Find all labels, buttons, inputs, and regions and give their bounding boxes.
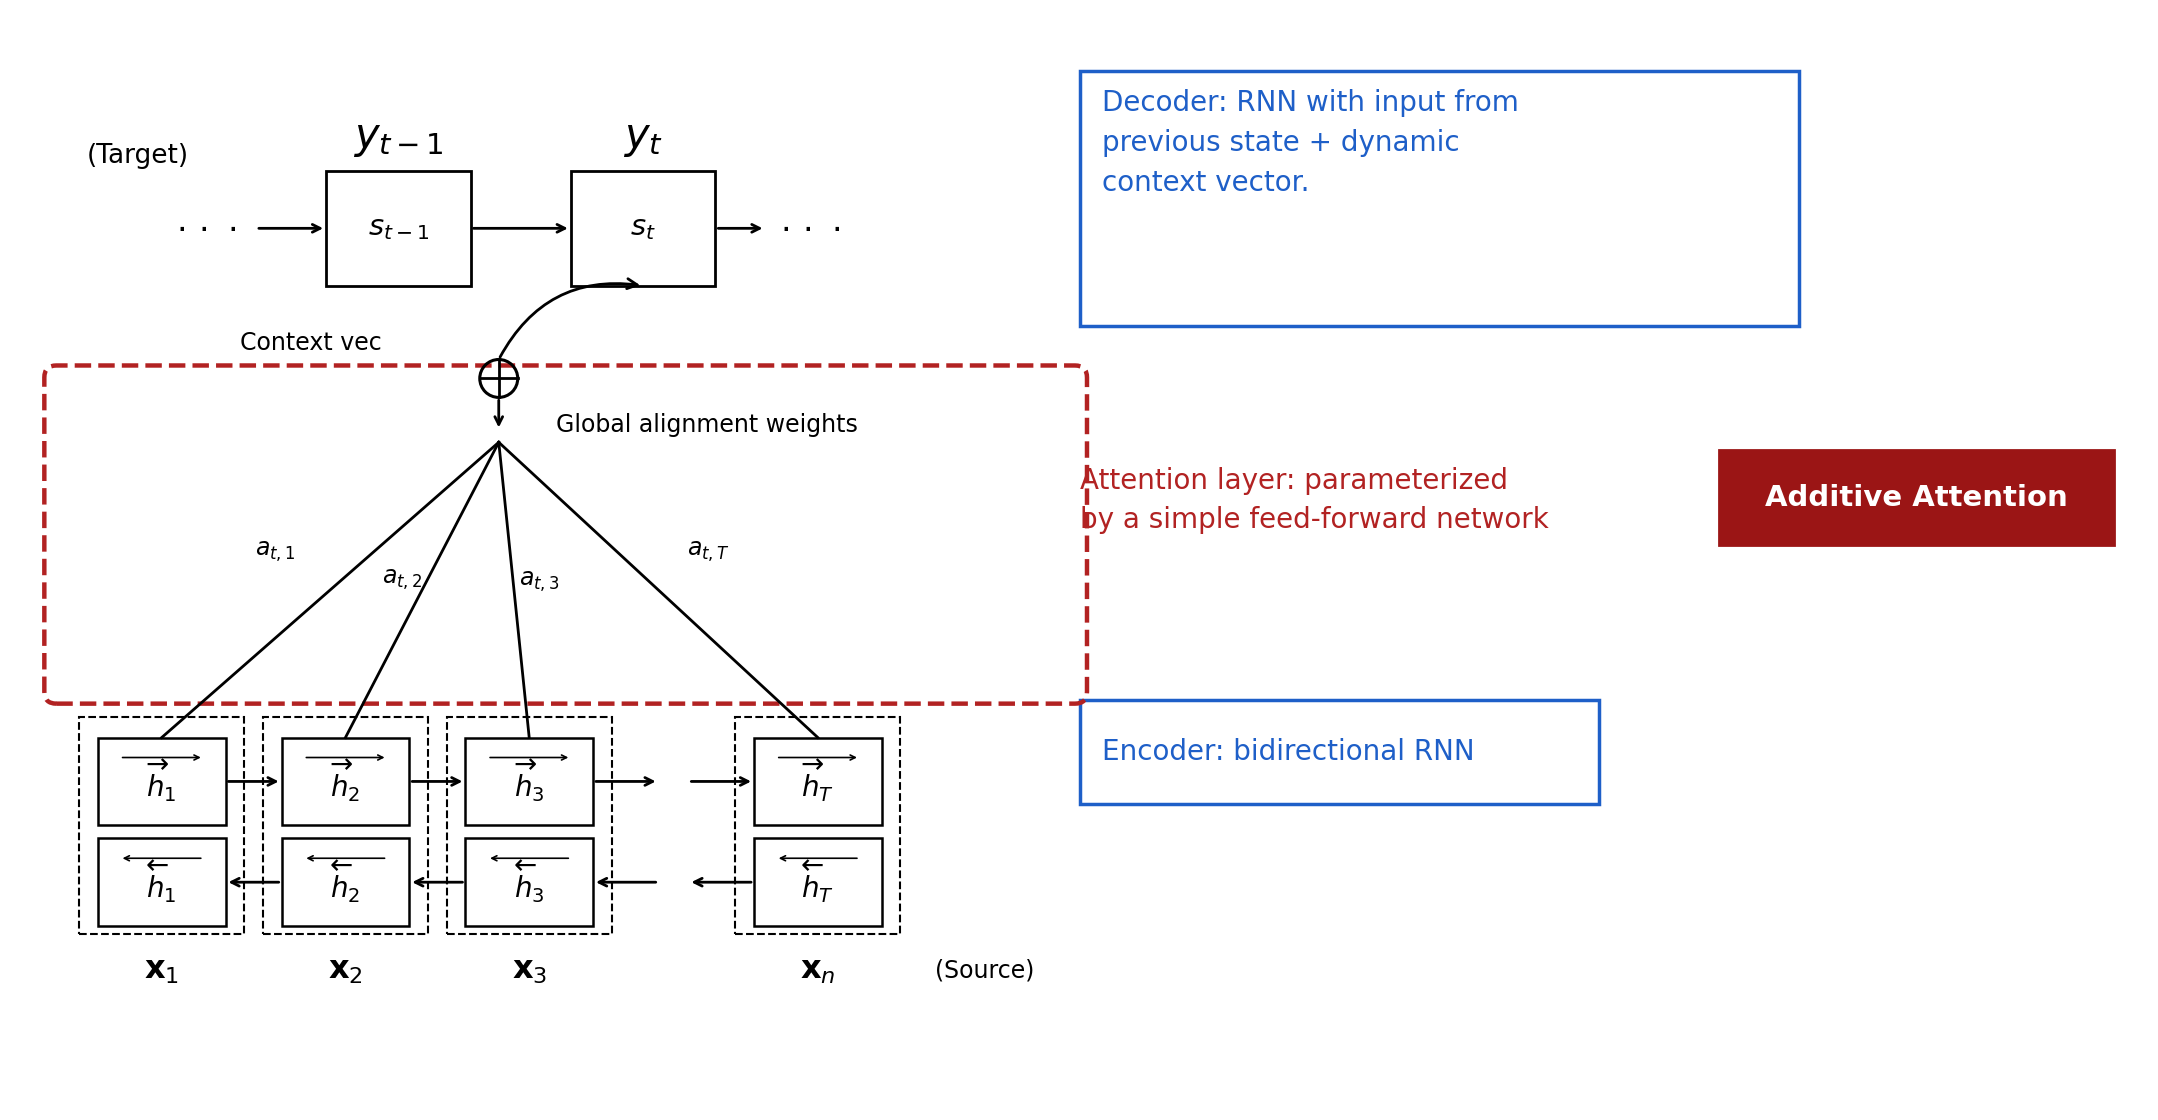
Text: $\mathbf{x}_n$: $\mathbf{x}_n$ (801, 955, 835, 987)
FancyBboxPatch shape (1079, 700, 1599, 804)
Text: $\mathbf{x}_3$: $\mathbf{x}_3$ (511, 955, 546, 987)
Text: Additive Attention: Additive Attention (1765, 484, 2067, 512)
FancyBboxPatch shape (570, 171, 716, 286)
FancyBboxPatch shape (753, 838, 883, 926)
FancyBboxPatch shape (1720, 450, 2113, 545)
Text: $\mathbf{x}_1$: $\mathbf{x}_1$ (145, 955, 179, 987)
Text: $\overleftarrow{h}_3$: $\overleftarrow{h}_3$ (514, 859, 544, 905)
Text: $s_t$: $s_t$ (630, 214, 656, 242)
FancyBboxPatch shape (466, 738, 593, 825)
Text: $a_{t,T}$: $a_{t,T}$ (686, 540, 729, 564)
Text: $y_t$: $y_t$ (624, 116, 663, 159)
Text: (Target): (Target) (86, 143, 188, 169)
FancyBboxPatch shape (97, 838, 227, 926)
Text: $\overleftarrow{h}_2$: $\overleftarrow{h}_2$ (330, 859, 360, 905)
FancyBboxPatch shape (326, 171, 470, 286)
Text: $a_{t,2}$: $a_{t,2}$ (382, 568, 423, 592)
FancyBboxPatch shape (281, 738, 410, 825)
FancyBboxPatch shape (466, 838, 593, 926)
Text: $\cdot\,\cdot\,\cdot$: $\cdot\,\cdot\,\cdot$ (175, 212, 237, 245)
Text: $\mathbf{x}_2$: $\mathbf{x}_2$ (328, 955, 363, 987)
Text: $\cdot\,\cdot\,\cdot$: $\cdot\,\cdot\,\cdot$ (779, 212, 842, 245)
FancyBboxPatch shape (97, 738, 227, 825)
FancyBboxPatch shape (753, 738, 883, 825)
Text: $\overleftarrow{h}_T$: $\overleftarrow{h}_T$ (801, 859, 835, 905)
Text: $\overrightarrow{h}_1$: $\overrightarrow{h}_1$ (147, 758, 177, 804)
FancyArrowPatch shape (501, 279, 637, 357)
Text: Context vec: Context vec (240, 330, 382, 355)
Text: (Source): (Source) (934, 959, 1034, 983)
Text: $a_{t,3}$: $a_{t,3}$ (518, 570, 559, 594)
Text: $s_{t-1}$: $s_{t-1}$ (367, 214, 429, 242)
Text: Global alignment weights: Global alignment weights (555, 413, 857, 437)
Text: $\overrightarrow{h}_3$: $\overrightarrow{h}_3$ (514, 758, 544, 804)
Text: $\overrightarrow{h}_2$: $\overrightarrow{h}_2$ (330, 758, 360, 804)
FancyBboxPatch shape (281, 838, 410, 926)
Text: $\overrightarrow{h}_T$: $\overrightarrow{h}_T$ (801, 758, 835, 804)
Text: $y_{t-1}$: $y_{t-1}$ (354, 116, 445, 159)
Text: Attention layer: parameterized
by a simple feed-forward network: Attention layer: parameterized by a simp… (1079, 467, 1549, 533)
Text: Encoder: bidirectional RNN: Encoder: bidirectional RNN (1103, 738, 1474, 766)
Text: Decoder: RNN with input from
previous state + dynamic
context vector.: Decoder: RNN with input from previous st… (1103, 90, 1519, 197)
Text: $\overleftarrow{h}_1$: $\overleftarrow{h}_1$ (147, 859, 177, 905)
FancyBboxPatch shape (1079, 72, 1800, 326)
Text: $a_{t,1}$: $a_{t,1}$ (255, 540, 296, 564)
